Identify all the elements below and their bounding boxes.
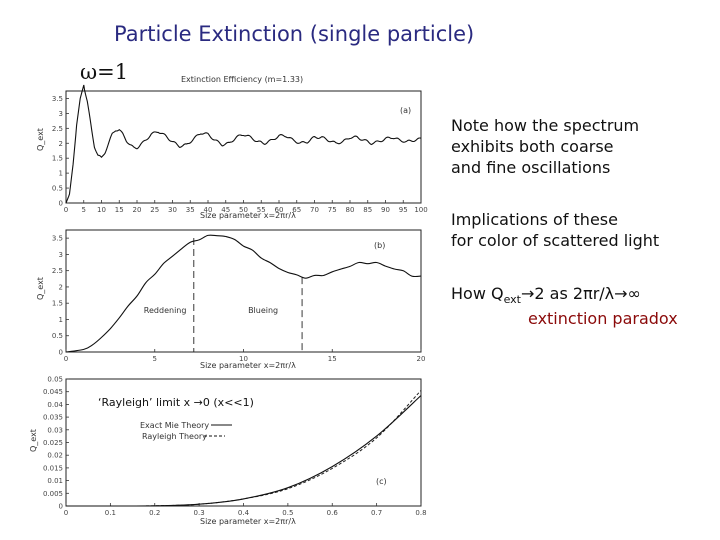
panel-a-series-line	[65, 84, 422, 204]
panel-c-ylabel: Q_ext	[29, 429, 38, 452]
note-qext-limit: How Qext→2 as 2πr/λ→∞	[451, 283, 713, 310]
y-tick-label: 0.005	[43, 490, 63, 498]
note-qext-suffix: →2 as 2πr/λ→∞	[521, 284, 641, 303]
panel-a-frame	[65, 90, 422, 204]
y-tick-label: 2.5	[52, 267, 63, 275]
y-tick-label: 3	[59, 251, 63, 259]
x-tick-label: 15	[115, 206, 124, 214]
x-tick-label: 15	[328, 355, 337, 363]
y-tick-label: 0.5	[52, 332, 63, 340]
note-qext-prefix: How Q	[451, 284, 504, 303]
y-tick-label: 0	[59, 349, 63, 357]
y-tick-label: 0	[59, 503, 63, 511]
y-tick-label: 1	[59, 316, 63, 324]
y-tick-label: 3.5	[52, 235, 63, 243]
rayleigh-limit-annotation: ‘Rayleigh’ limit x →0 (x<<1)	[98, 396, 254, 409]
panel-b-marker-reddening-text: Reddening	[144, 306, 187, 315]
y-tick-label: 0.5	[52, 185, 63, 193]
panel-b-ticks: 0 5 10 15 20 0 0.5 1 1.5 2 2.5 3 3.5	[52, 235, 426, 363]
x-tick-label: 50	[239, 206, 248, 214]
x-tick-label: 95	[399, 206, 408, 214]
x-tick-label: 55	[257, 206, 266, 214]
y-tick-label: 1.5	[52, 155, 63, 163]
x-tick-label: 80	[346, 206, 355, 214]
x-tick-label: 0	[64, 355, 68, 363]
y-tick-label: 0.01	[47, 477, 63, 485]
panel-a: Extinction Efficiency (m=1.33) 0 5 10 15 20 2…	[36, 75, 428, 220]
x-tick-label: 10	[239, 355, 248, 363]
panel-b: 0 5 10 15 20 0 0.5 1 1.5 2 2.5 3 3.5 Reddening Bluei…	[36, 229, 426, 370]
x-tick-label: 70	[310, 206, 319, 214]
panel-b-frame	[65, 229, 422, 353]
legend-mie-label: Exact Mie Theory	[140, 421, 209, 430]
x-tick-label: 0.3	[194, 509, 205, 517]
y-tick-label: 0.04	[47, 401, 63, 409]
note-implications: Implications of these for color of scatt…	[451, 210, 660, 250]
y-tick-label: 0.03	[47, 426, 63, 434]
x-tick-label: 85	[363, 206, 372, 214]
x-tick-label: 25	[150, 206, 159, 214]
y-tick-label: 3	[59, 110, 63, 118]
panel-a-ylabel: Q_ext	[36, 128, 45, 151]
note-qext-sub: ext	[503, 293, 521, 307]
y-tick-label: 2.5	[52, 125, 63, 133]
y-tick-label: 0.035	[43, 414, 63, 422]
x-tick-label: 0.6	[327, 509, 339, 517]
y-tick-label: 1.5	[52, 300, 63, 308]
x-tick-label: 30	[168, 206, 177, 214]
omega-label: ω=1	[80, 60, 129, 84]
x-tick-label: 60	[275, 206, 284, 214]
x-tick-label: 10	[97, 206, 106, 214]
x-tick-label: 40	[204, 206, 213, 214]
x-tick-label: 0.7	[371, 509, 382, 517]
x-tick-label: 65	[292, 206, 301, 214]
panel-c-label: (c)	[376, 477, 387, 486]
panel-c-legend: Exact Mie Theory Rayleigh Theory	[140, 421, 232, 441]
panel-b-marker-blueing-text: Blueing	[248, 306, 278, 315]
x-tick-label: 5	[82, 206, 86, 214]
panel-c-ticks: 0 0.1 0.2 0.3 0.4 0.5 0.6 0.7 0.8 0 0.005 0.01 0.015…	[43, 376, 427, 518]
panel-a-title: Extinction Efficiency (m=1.33)	[181, 75, 303, 84]
panel-b-label: (b)	[374, 241, 385, 250]
panel-c-xlabel: Size parameter x=2πr/λ	[200, 517, 296, 526]
y-tick-label: 3.5	[52, 95, 63, 103]
panel-b-ylabel: Q_ext	[36, 277, 45, 300]
y-tick-label: 0.015	[43, 464, 63, 472]
panel-b-series-line	[65, 234, 422, 353]
x-tick-label: 0.4	[238, 509, 250, 517]
x-tick-label: 45	[221, 206, 230, 214]
panel-c: 0 0.1 0.2 0.3 0.4 0.5 0.6 0.7 0.8 0 0.005 0.01 0.015…	[29, 376, 427, 527]
x-tick-label: 20	[133, 206, 142, 214]
panel-a-ticks: 0 5 10 15 20 25 30 35 40 45 50 55 60 65 70 75 80 85 90 95 10…	[52, 95, 428, 214]
x-tick-label: 0	[64, 206, 68, 214]
x-tick-label: 0.8	[415, 509, 426, 517]
note-oscillations: Note how the spectrum exhibits both coar…	[451, 116, 640, 177]
x-tick-label: 0.1	[105, 509, 116, 517]
panel-a-label: (a)	[400, 106, 411, 115]
slide-title: Particle Extinction (single particle)	[114, 22, 475, 46]
panel-c-series-mie	[66, 395, 422, 507]
y-tick-label: 2	[59, 283, 63, 291]
y-tick-label: 1	[59, 170, 63, 178]
y-tick-label: 0.045	[43, 388, 63, 396]
panel-b-xlabel: Size parameter x=2πr/λ	[200, 361, 296, 370]
x-tick-label: 5	[153, 355, 157, 363]
x-tick-label: 0.5	[282, 509, 293, 517]
x-tick-label: 20	[417, 355, 426, 363]
x-tick-label: 100	[414, 206, 427, 214]
x-tick-label: 90	[381, 206, 390, 214]
y-tick-label: 0.05	[47, 376, 63, 384]
y-tick-label: 2	[59, 140, 63, 148]
extinction-figure: Extinction Efficiency (m=1.33) 0 5 10 15 20 2…	[29, 75, 428, 527]
y-tick-label: 0.025	[43, 439, 63, 447]
panel-a-xlabel: Size parameter x=2πr/λ	[200, 211, 296, 220]
x-tick-label: 0.2	[149, 509, 160, 517]
y-tick-label: 0	[59, 200, 63, 208]
x-tick-label: 0	[64, 509, 68, 517]
x-tick-label: 35	[186, 206, 195, 214]
legend-rayleigh-label: Rayleigh Theory	[142, 432, 207, 441]
y-tick-label: 0.02	[47, 452, 63, 460]
x-tick-label: 75	[328, 206, 337, 214]
note-extinction-paradox: extinction paradox	[528, 309, 678, 328]
